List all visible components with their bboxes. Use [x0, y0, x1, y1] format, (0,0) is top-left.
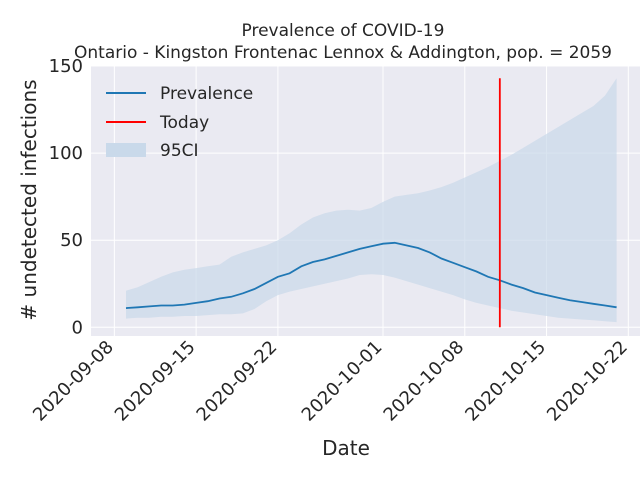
- legend-label-95ci: 95CI: [160, 141, 199, 161]
- legend-label-today: Today: [159, 113, 209, 133]
- y-tick-label: 150: [49, 56, 83, 77]
- chart-subtitle: Ontario - Kingston Frontenac Lennox & Ad…: [74, 43, 612, 63]
- chart-title: Prevalence of COVID-19: [242, 21, 445, 41]
- x-axis-label: Date: [322, 436, 370, 460]
- x-tick-label: 2020-09-08: [29, 337, 118, 426]
- legend-swatch-95ci: [106, 143, 146, 157]
- legend-label-prevalence: Prevalence: [160, 84, 253, 104]
- y-tick-label: 100: [49, 143, 83, 164]
- x-tick-label: 2020-10-01: [298, 337, 387, 426]
- prevalence-line: [125, 241, 617, 309]
- y-tick-label: 50: [60, 230, 83, 251]
- x-tick-label: 2020-10-08: [380, 337, 469, 426]
- x-tick-label: 2020-09-15: [111, 337, 200, 426]
- ci-band: [126, 78, 617, 323]
- legend: Prevalence Today 95CI: [106, 84, 253, 161]
- x-tick-label: 2020-10-15: [461, 337, 550, 426]
- y-axis: 0 50 100 150: [49, 56, 83, 338]
- y-tick-label: 0: [72, 317, 83, 338]
- y-axis-label: # undetected infections: [17, 79, 41, 320]
- x-tick-label: 2020-09-22: [193, 337, 282, 426]
- x-tick-label: 2020-10-22: [543, 337, 632, 426]
